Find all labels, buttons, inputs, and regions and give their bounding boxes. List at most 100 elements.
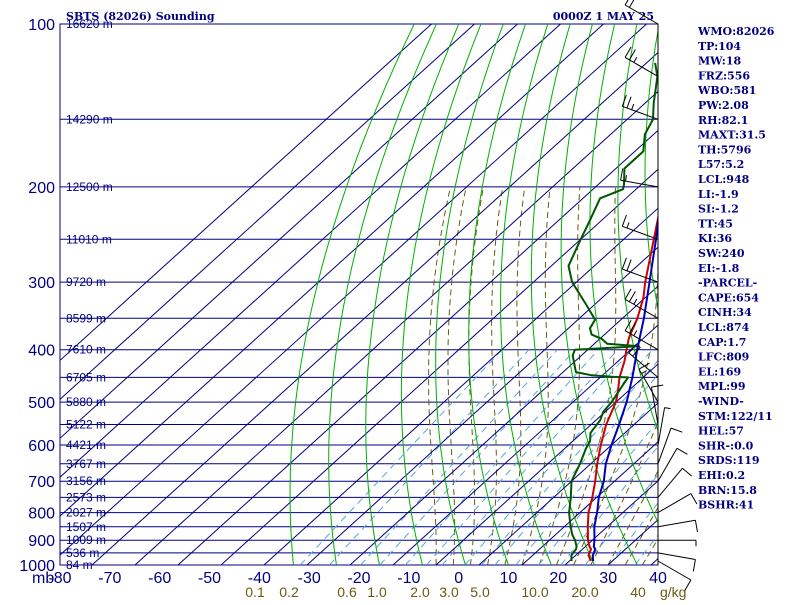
dry-adiabat-270 [435, 24, 504, 565]
index-entry: BSHR:41 [698, 499, 754, 512]
mixing-ratio-line [494, 373, 658, 565]
height-labels: 16620 m 14290 m 12500 m 11010 m 9720 m 8599 m… [66, 17, 113, 572]
temperature-profile [586, 213, 658, 562]
wind-barb [658, 539, 697, 547]
isotherm--110 [60, 24, 604, 517]
pressure-unit-label: mb [32, 570, 54, 587]
isotherm--140 [60, 24, 475, 400]
mixing-ratio-line [538, 420, 658, 565]
height-label: 8599 m [66, 311, 106, 325]
index-entry: LCL:874 [698, 321, 750, 334]
height-label: 7610 m [66, 343, 106, 357]
mixing-ratio-unit-label: g/kg [660, 584, 686, 600]
isotherm--20 [392, 324, 658, 565]
index-entry: STM:122/11 [698, 410, 773, 423]
isotherm--70 [177, 129, 658, 565]
dry-adiabat-400 [793, 24, 800, 577]
isotherm--90 [91, 51, 658, 565]
sounding-time: 0000Z 1 MAY 25 [553, 10, 654, 23]
index-entry: WBO:581 [697, 84, 756, 97]
height-label: 16620 m [66, 17, 113, 31]
index-entry: EL:169 [698, 365, 741, 378]
height-label: 1507 m [66, 520, 106, 534]
wind-barb [657, 493, 698, 514]
wind-barb [650, 384, 664, 425]
mixing-ratio-tick-label: 2.0 [410, 584, 430, 600]
temperature-tick-label: 20 [549, 570, 567, 587]
mixing-ratio-tick-label: 0.6 [337, 584, 357, 600]
dewpoint-profile [567, 62, 658, 562]
mixing-ratio-line [515, 395, 658, 565]
index-entry: EHI:0.2 [698, 469, 745, 482]
wind-barb [657, 560, 692, 591]
index-entry: MPL:99 [698, 380, 746, 393]
pressure-tick-label: 700 [28, 474, 55, 491]
height-label: 84 m [66, 558, 93, 572]
isotherm--30 [349, 285, 658, 565]
wind-barb [657, 407, 671, 446]
pressure-axis: 100 200 300 400 500 600 700 800 900 1000 [19, 17, 55, 575]
moist-adiabats [428, 186, 658, 565]
height-label: 4421 m [66, 438, 106, 452]
pressure-tick-label: 1000 [19, 558, 55, 575]
moist-adiabat [521, 186, 551, 565]
temperature-tick-label: -70 [98, 570, 121, 587]
wind-barb [657, 447, 688, 482]
isotherm-0 [478, 402, 658, 565]
dry-adiabat-280 [468, 24, 526, 565]
height-label: 11010 m [66, 232, 112, 246]
dry-adiabat-300 [530, 24, 596, 565]
isotherm--40 [306, 246, 658, 565]
isotherms [60, 24, 658, 565]
mixing-ratio-line [360, 349, 558, 565]
mixing-ratio-line [464, 349, 653, 565]
index-entry: KI:36 [698, 232, 732, 245]
pressure-tick-label: 800 [28, 506, 55, 523]
isotherm--150 [60, 24, 432, 362]
dry-adiabat-310 [560, 24, 639, 565]
wind-barb [624, 46, 659, 77]
wind-barb [620, 168, 659, 188]
sounding-profiles [567, 62, 658, 562]
temperature-tick-label: -60 [148, 570, 171, 587]
mixing-ratio-line [560, 445, 658, 565]
mixing-ratio-tick-label: 0.1 [245, 584, 265, 600]
height-label: 2573 m [66, 490, 106, 504]
moist-adiabat [504, 186, 526, 565]
wind-barb [624, 320, 659, 351]
temperature-tick-label: -30 [298, 570, 321, 587]
index-entry: TH:5796 [698, 143, 752, 156]
temperature-tick-label: 0 [454, 570, 463, 587]
isotherm--120 [60, 24, 561, 478]
moist-adiabat [487, 186, 504, 565]
isotherm--100 [60, 24, 647, 556]
height-label: 14290 m [66, 112, 113, 126]
isotherm--60 [220, 168, 658, 565]
moist-adiabat [428, 186, 451, 565]
wind-barb [628, 343, 659, 378]
isotherm--10 [435, 363, 658, 565]
height-label: 3767 m [66, 457, 106, 471]
isotherm--80 [134, 90, 658, 565]
mixing-ratio-line [379, 349, 576, 565]
mixing-ratio-line [481, 359, 658, 565]
temperature-tick-label: -80 [48, 570, 71, 587]
height-label: 3156 m [66, 474, 106, 488]
index-entry: LCL:948 [698, 173, 750, 186]
height-label: 2027 m [66, 506, 106, 520]
dry-adiabat-250 [365, 24, 460, 565]
dry-adiabat-330 [617, 24, 658, 433]
mixing-ratio-line [299, 349, 503, 565]
temperature-axis: mb-80 -70 -60 -50 -40 -30 -20 -10 0 10 20 30 40 [32, 570, 667, 587]
wind-barb [657, 427, 683, 464]
index-entry: SHR-:0.0 [698, 439, 754, 452]
dry-adiabat-240 [328, 24, 437, 565]
dry-adiabat-290 [500, 24, 553, 565]
moist-adiabat [590, 420, 658, 565]
dry-adiabat-340 [644, 27, 658, 312]
isotherm-10 [521, 441, 658, 565]
index-entry: TT:45 [698, 217, 733, 230]
parcel-profile [591, 214, 658, 562]
